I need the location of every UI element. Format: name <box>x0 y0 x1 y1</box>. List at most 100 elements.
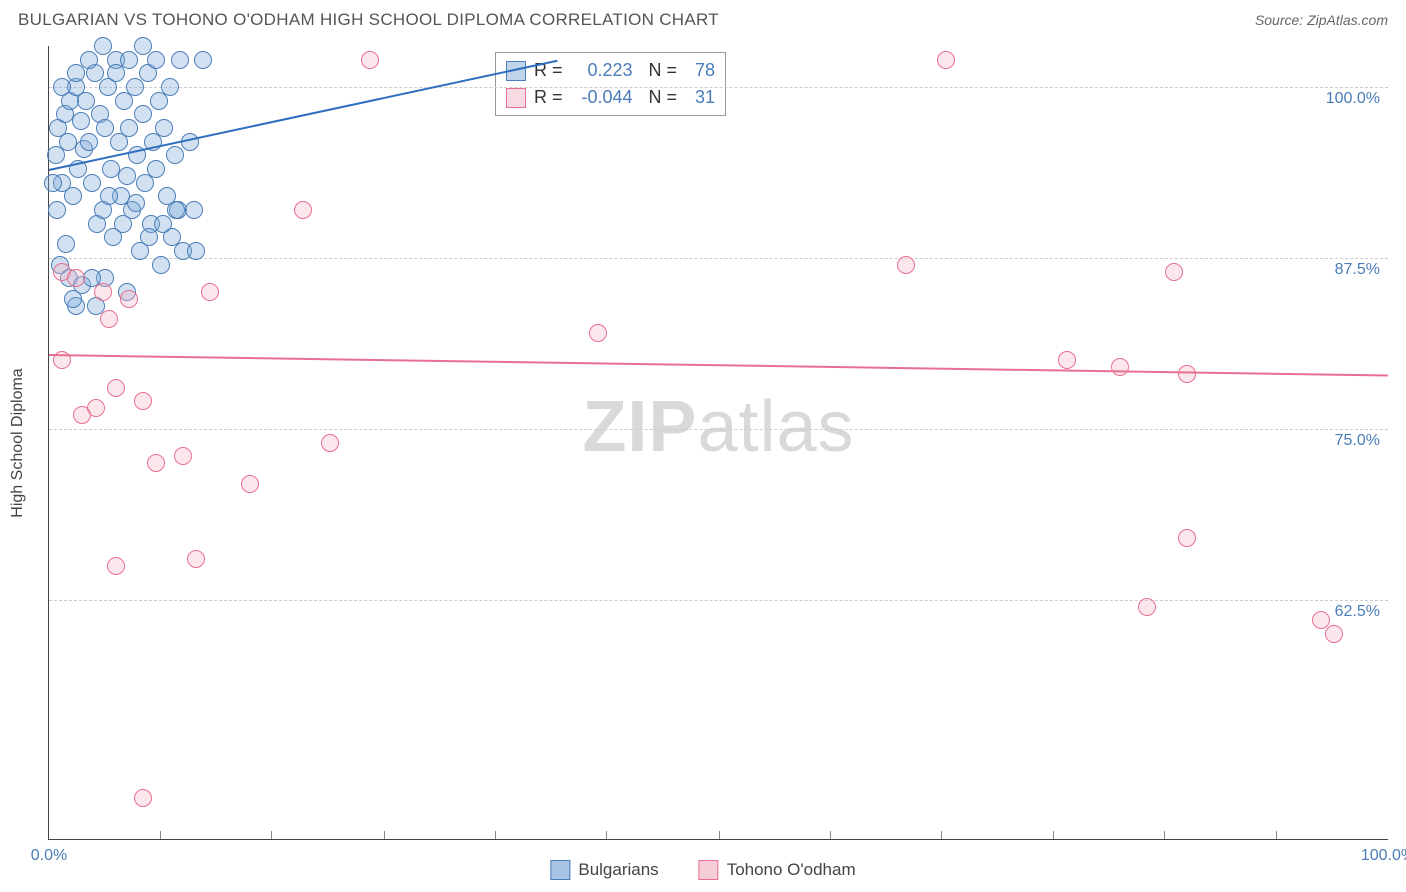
data-point <box>1058 351 1076 369</box>
chart-title: BULGARIAN VS TOHONO O'ODHAM HIGH SCHOOL … <box>18 10 719 30</box>
data-point <box>73 406 91 424</box>
data-point <box>67 269 85 287</box>
data-point <box>100 310 118 328</box>
legend-swatch <box>506 88 526 108</box>
r-value: 0.223 <box>571 57 633 84</box>
data-point <box>147 160 165 178</box>
grid-line <box>49 258 1388 259</box>
data-point <box>1165 263 1183 281</box>
data-point <box>1138 598 1156 616</box>
data-point <box>57 235 75 253</box>
x-tick-label: 0.0% <box>31 847 67 865</box>
data-point <box>155 119 173 137</box>
data-point <box>53 78 71 96</box>
data-point <box>64 290 82 308</box>
data-point <box>294 201 312 219</box>
chart-area: High School Diploma ZIPatlas R =0.223N =… <box>48 46 1388 840</box>
series-legend: Bulgarians Tohono O'odham <box>550 860 855 880</box>
x-minor-tick <box>606 831 607 839</box>
data-point <box>161 78 179 96</box>
legend-item: Bulgarians <box>550 860 658 880</box>
data-point <box>171 51 189 69</box>
legend-row: R = -0.044 N = 31 <box>506 84 715 111</box>
x-minor-tick <box>495 831 496 839</box>
data-point <box>67 64 85 82</box>
data-point <box>120 119 138 137</box>
data-point <box>1178 529 1196 547</box>
data-point <box>187 242 205 260</box>
y-axis-label: High School Diploma <box>9 368 27 517</box>
data-point <box>94 37 112 55</box>
data-point <box>107 64 125 82</box>
data-point <box>185 201 203 219</box>
y-tick-label: 100.0% <box>1326 90 1380 108</box>
data-point <box>174 447 192 465</box>
x-minor-tick <box>941 831 942 839</box>
data-point <box>120 51 138 69</box>
legend-swatch <box>550 860 570 880</box>
data-point <box>48 201 66 219</box>
data-point <box>897 256 915 274</box>
data-point <box>1325 625 1343 643</box>
data-point <box>134 392 152 410</box>
data-point <box>361 51 379 69</box>
data-point <box>201 283 219 301</box>
n-label: N = <box>649 84 678 111</box>
data-point <box>134 789 152 807</box>
x-minor-tick <box>271 831 272 839</box>
data-point <box>1178 365 1196 383</box>
correlation-legend: R =0.223N =78R = -0.044 N = 31 <box>495 52 726 116</box>
data-point <box>80 51 98 69</box>
data-point <box>937 51 955 69</box>
data-point <box>127 194 145 212</box>
r-label: R = <box>534 84 563 111</box>
grid-line <box>49 429 1388 430</box>
x-minor-tick <box>719 831 720 839</box>
data-point <box>126 78 144 96</box>
legend-row: R =0.223N =78 <box>506 57 715 84</box>
r-value: -0.044 <box>571 84 633 111</box>
legend-swatch <box>699 860 719 880</box>
data-point <box>72 112 90 130</box>
n-value: 31 <box>685 84 715 111</box>
x-minor-tick <box>384 831 385 839</box>
x-tick-label: 100.0% <box>1361 847 1406 865</box>
legend-label: Bulgarians <box>578 860 658 880</box>
data-point <box>147 454 165 472</box>
grid-line <box>49 87 1388 88</box>
x-minor-tick <box>160 831 161 839</box>
data-point <box>114 215 132 233</box>
source-label: Source: ZipAtlas.com <box>1255 12 1388 28</box>
data-point <box>134 105 152 123</box>
watermark: ZIPatlas <box>582 386 854 468</box>
data-point <box>107 379 125 397</box>
legend-label: Tohono O'odham <box>727 860 856 880</box>
data-point <box>194 51 212 69</box>
data-point <box>1312 611 1330 629</box>
x-minor-tick <box>1053 831 1054 839</box>
legend-item: Tohono O'odham <box>699 860 856 880</box>
data-point <box>167 201 185 219</box>
data-point <box>154 215 172 233</box>
data-point <box>241 475 259 493</box>
plot-area: ZIPatlas R =0.223N =78R = -0.044 N = 31 62.… <box>48 46 1388 840</box>
data-point <box>152 256 170 274</box>
data-point <box>100 187 118 205</box>
data-point <box>118 167 136 185</box>
data-point <box>166 146 184 164</box>
x-minor-tick <box>830 831 831 839</box>
data-point <box>44 174 62 192</box>
y-tick-label: 62.5% <box>1335 603 1380 621</box>
data-point <box>147 51 165 69</box>
y-tick-label: 87.5% <box>1335 261 1380 279</box>
x-minor-tick <box>1276 831 1277 839</box>
trend-line <box>49 60 558 171</box>
data-point <box>107 557 125 575</box>
data-point <box>83 174 101 192</box>
data-point <box>80 133 98 151</box>
data-point <box>1111 358 1129 376</box>
x-minor-tick <box>1164 831 1165 839</box>
y-tick-label: 75.0% <box>1335 432 1380 450</box>
data-point <box>321 434 339 452</box>
data-point <box>187 550 205 568</box>
